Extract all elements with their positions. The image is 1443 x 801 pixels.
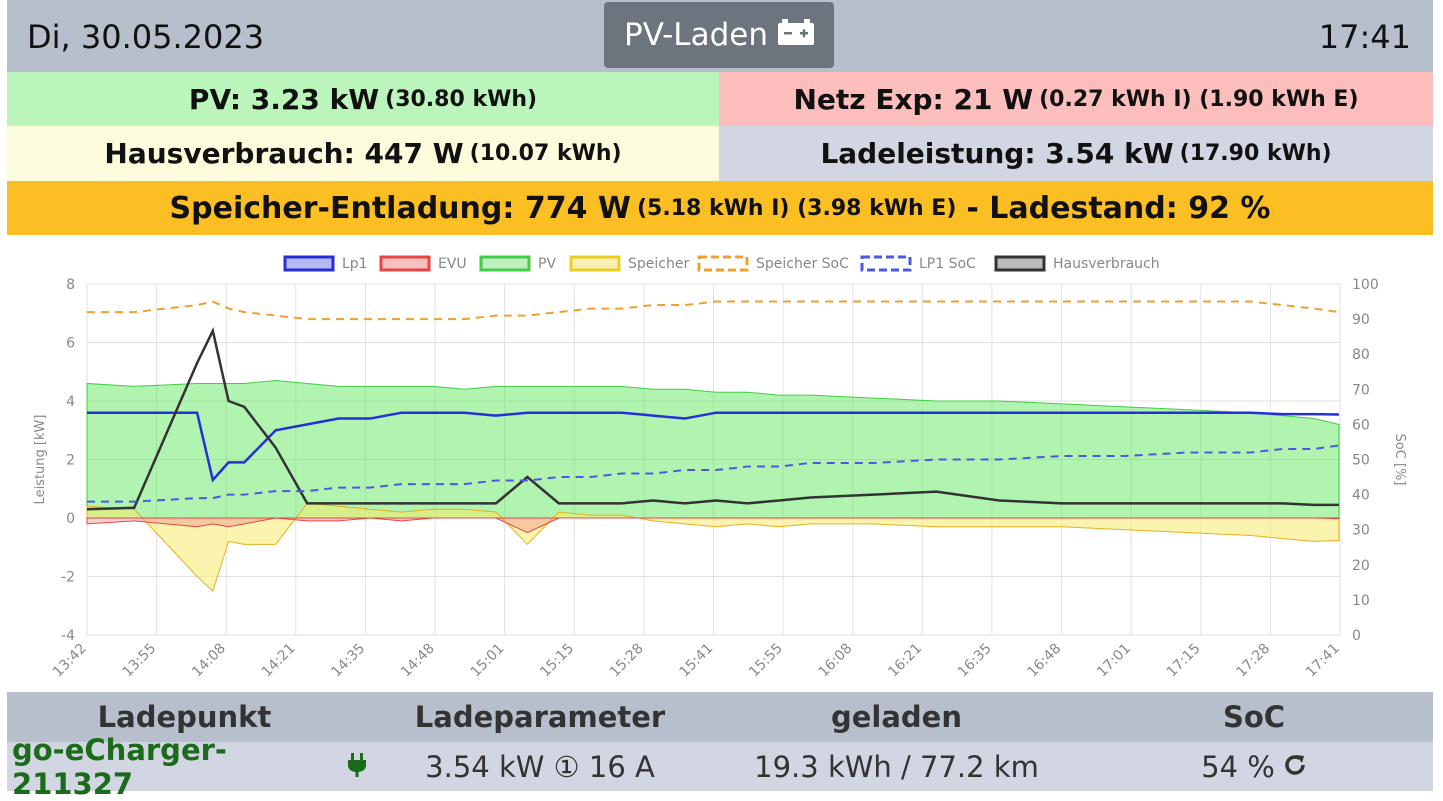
pv-summary: PV: 3.23 kW (30.80 kWh) xyxy=(7,72,719,126)
y-tick-label: 8 xyxy=(66,277,75,293)
y2-tick-label: 50 xyxy=(1352,453,1370,469)
legend-label: Speicher xyxy=(628,256,689,272)
pv-energy: (30.80 kWh) xyxy=(385,86,538,112)
x-tick-label: 16:35 xyxy=(955,641,995,681)
y2-tick-label: 10 xyxy=(1352,593,1370,609)
y2-tick-label: 100 xyxy=(1352,277,1379,293)
x-tick-label: 14:35 xyxy=(328,641,368,681)
x-tick-label: 16:48 xyxy=(1025,641,1065,681)
battery-summary: Speicher-Entladung: 774 W (5.18 kWh I) (… xyxy=(7,181,1433,235)
charge-mode-button[interactable]: PV-Laden xyxy=(604,2,834,68)
y2-tick-label: 60 xyxy=(1352,417,1370,433)
x-tick-label: 15:01 xyxy=(468,641,508,681)
y2-tick-label: 90 xyxy=(1352,312,1370,328)
grid-energy: (0.27 kWh I) (1.90 kWh E) xyxy=(1039,86,1359,112)
vehicle-soc[interactable]: 54 % xyxy=(1075,742,1433,791)
y-tick-label: 4 xyxy=(66,394,75,410)
legend-swatch xyxy=(379,255,431,272)
y-tick-label: -2 xyxy=(61,570,75,586)
chargepoint-row: go-eCharger-211327 3.54 kW ① 16 A 19.3 k… xyxy=(7,733,1433,801)
x-tick-label: 14:21 xyxy=(259,641,299,681)
legend-label: EVU xyxy=(438,256,467,272)
chargepoint-name-label: go-eCharger-211327 xyxy=(12,732,227,801)
house-summary: Hausverbrauch: 447 W (10.07 kWh) xyxy=(7,126,719,181)
pv-power: PV: 3.23 kW xyxy=(188,82,380,116)
house-power: Hausverbrauch: 447 W xyxy=(104,137,464,170)
battery-power: Speicher-Entladung: 774 W xyxy=(169,190,631,226)
series-lp1-line xyxy=(87,411,1339,483)
legend-label: Hausverbrauch xyxy=(1053,256,1160,272)
chargepoint-name[interactable]: go-eCharger-211327 xyxy=(7,733,367,801)
grid-power: Netz Exp: 21 W xyxy=(793,82,1034,116)
x-tick-label: 15:28 xyxy=(607,641,647,681)
x-tick-label: 15:15 xyxy=(537,641,577,681)
x-tick-label: 15:55 xyxy=(746,641,786,681)
series-speicher-soc-line xyxy=(87,300,1340,321)
house-energy: (10.07 kWh) xyxy=(469,141,622,166)
date-display: Di, 30.05.2023 xyxy=(27,18,265,56)
charge-mode-label: PV-Laden xyxy=(624,17,768,53)
chargepoint-table-header: Ladepunkt Ladeparameter geladen SoC xyxy=(7,692,1433,742)
legend-swatch xyxy=(697,255,749,272)
x-tick-label: 17:41 xyxy=(1303,641,1343,681)
vehicle-soc-value: 54 % xyxy=(1201,749,1275,784)
legend-swatch xyxy=(569,255,621,272)
header-bar: Di, 30.05.2023 PV-Laden 17:41 xyxy=(7,0,1433,72)
charge-parameters: 3.54 kW ① 16 A xyxy=(425,749,655,784)
x-tick-label: 13:55 xyxy=(120,641,160,681)
y2-tick-label: 80 xyxy=(1352,347,1370,363)
x-tick-label: 15:41 xyxy=(676,641,716,681)
y-axis-title: Leistung [kW] xyxy=(33,415,48,505)
x-tick-label: 14:08 xyxy=(189,641,229,681)
charged-energy: 19.3 kWh / 77.2 km xyxy=(754,749,1039,784)
legend-label: Speicher SoC xyxy=(756,256,849,272)
legend-swatch xyxy=(860,255,912,272)
x-tick-label: 16:21 xyxy=(885,641,925,681)
series-evu-area xyxy=(86,517,1340,534)
legend-swatch xyxy=(994,255,1046,272)
y-tick-label: 2 xyxy=(66,453,75,469)
y-tick-label: 0 xyxy=(66,511,75,527)
charge-energy: (17.90 kWh) xyxy=(1179,141,1332,166)
legend-label: PV xyxy=(538,256,556,272)
y2-tick-label: 30 xyxy=(1352,523,1370,539)
legend-swatch xyxy=(479,255,531,272)
refresh-icon[interactable] xyxy=(1283,750,1307,784)
charge-summary: Ladeleistung: 3.54 kW (17.90 kWh) xyxy=(719,126,1433,181)
col-soc: SoC xyxy=(1222,700,1286,734)
x-tick-label: 14:48 xyxy=(398,641,438,681)
y2-tick-label: 70 xyxy=(1352,382,1370,398)
col-ladepunkt: Ladepunkt xyxy=(97,700,272,734)
battery-soc: - Ladestand: 92 % xyxy=(966,190,1271,226)
series-speicher-area xyxy=(86,502,1340,593)
battery-icon xyxy=(777,17,814,53)
plug-icon xyxy=(347,750,367,784)
y2-tick-label: 20 xyxy=(1352,558,1370,574)
y-tick-label: 6 xyxy=(66,336,75,352)
y-tick-label: -4 xyxy=(61,628,75,644)
col-ladeparameter: Ladeparameter xyxy=(414,700,666,734)
series-hausverbrauch-line xyxy=(86,327,1339,511)
x-tick-label: 16:08 xyxy=(816,641,856,681)
time-display: 17:41 xyxy=(1318,18,1411,56)
legend-label: LP1 SoC xyxy=(919,256,976,272)
legend-swatch xyxy=(283,255,335,272)
legend-label: Lp1 xyxy=(342,256,368,272)
col-geladen: geladen xyxy=(830,700,962,734)
x-tick-label: 13:42 xyxy=(50,641,90,681)
grid-summary: Netz Exp: 21 W (0.27 kWh I) (1.90 kWh E) xyxy=(719,72,1433,126)
battery-energy: (5.18 kWh I) (3.98 kWh E) xyxy=(636,195,957,221)
charge-power: Ladeleistung: 3.54 kW xyxy=(820,137,1174,170)
y2-tick-label: 0 xyxy=(1352,628,1361,644)
x-tick-label: 17:15 xyxy=(1164,641,1204,681)
series-lp1-soc-line xyxy=(87,444,1340,503)
y2-tick-label: 40 xyxy=(1352,488,1370,504)
y2-axis-title: SoC [%] xyxy=(1392,434,1407,486)
x-tick-label: 17:01 xyxy=(1094,641,1134,681)
x-tick-label: 17:28 xyxy=(1233,641,1273,681)
